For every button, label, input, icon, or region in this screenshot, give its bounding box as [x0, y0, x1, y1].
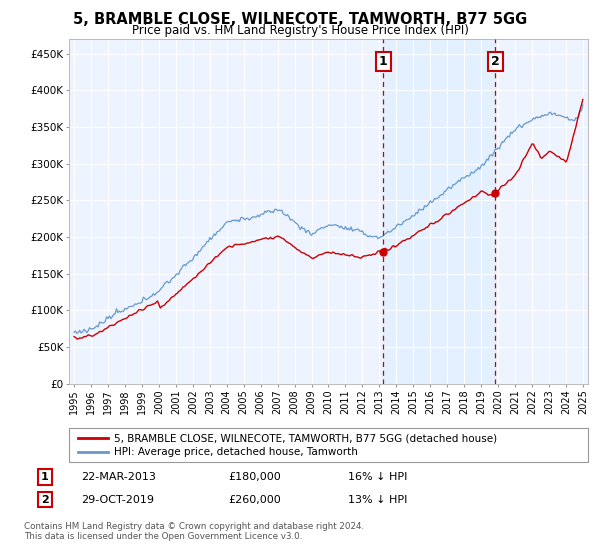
Text: 2: 2: [491, 55, 500, 68]
Text: £260,000: £260,000: [228, 494, 281, 505]
Text: 1: 1: [379, 55, 388, 68]
Text: Price paid vs. HM Land Registry's House Price Index (HPI): Price paid vs. HM Land Registry's House …: [131, 24, 469, 36]
Text: 13% ↓ HPI: 13% ↓ HPI: [348, 494, 407, 505]
Text: 2: 2: [41, 494, 49, 505]
Text: £180,000: £180,000: [228, 472, 281, 482]
Text: 5, BRAMBLE CLOSE, WILNECOTE, TAMWORTH, B77 5GG (detached house): 5, BRAMBLE CLOSE, WILNECOTE, TAMWORTH, B…: [114, 433, 497, 444]
Text: 1: 1: [41, 472, 49, 482]
Text: 22-MAR-2013: 22-MAR-2013: [81, 472, 156, 482]
Text: 16% ↓ HPI: 16% ↓ HPI: [348, 472, 407, 482]
Text: HPI: Average price, detached house, Tamworth: HPI: Average price, detached house, Tamw…: [114, 447, 358, 457]
Text: 29-OCT-2019: 29-OCT-2019: [81, 494, 154, 505]
Bar: [383, 39, 495, 384]
Text: Contains HM Land Registry data © Crown copyright and database right 2024.
This d: Contains HM Land Registry data © Crown c…: [24, 522, 364, 542]
Text: 5, BRAMBLE CLOSE, WILNECOTE, TAMWORTH, B77 5GG: 5, BRAMBLE CLOSE, WILNECOTE, TAMWORTH, B…: [73, 12, 527, 27]
